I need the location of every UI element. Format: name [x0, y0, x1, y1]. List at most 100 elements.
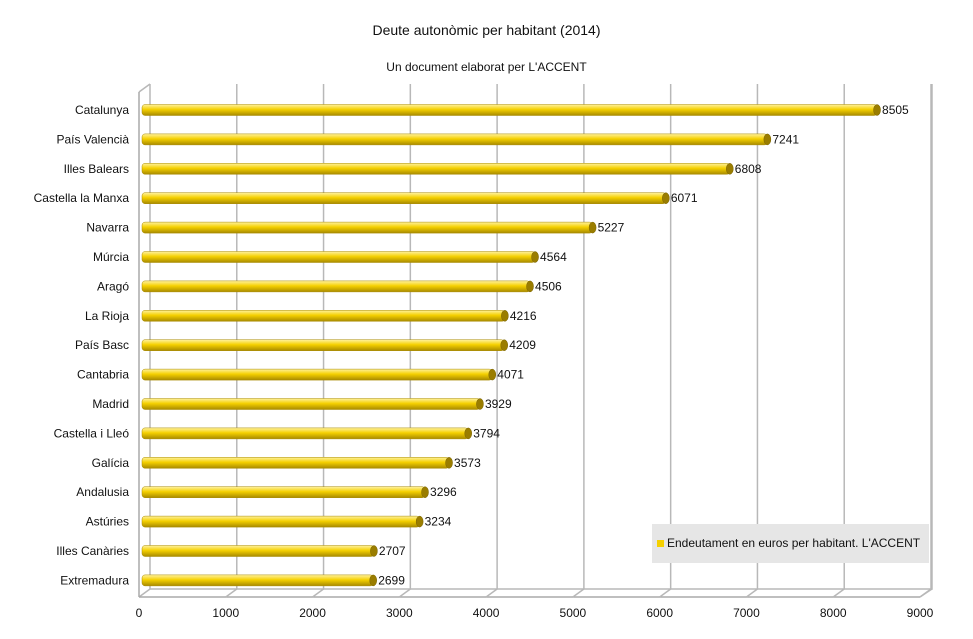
bar-group — [141, 133, 772, 146]
gridline-floor — [832, 588, 845, 598]
bar-cap — [526, 280, 534, 293]
bar — [141, 251, 536, 263]
bar-cap — [726, 163, 734, 175]
category-label: Illes Balears — [64, 162, 129, 176]
data-label: 5227 — [598, 221, 625, 235]
data-label: 3794 — [473, 426, 500, 440]
category-label: País Valencià — [57, 132, 130, 146]
x-tick-label: 3000 — [386, 606, 413, 620]
data-label: 7241 — [772, 132, 799, 146]
legend-layer: Endeutament en euros per habitant. L'ACC… — [652, 524, 929, 563]
category-label: Astúries — [86, 515, 129, 529]
bar — [141, 163, 731, 175]
bar-cap — [445, 457, 453, 469]
bar — [141, 515, 420, 528]
data-label: 2699 — [378, 573, 405, 587]
category-label: Extremadura — [60, 573, 129, 587]
x-tick-label: 2000 — [299, 606, 326, 620]
category-label: Múrcia — [93, 250, 129, 264]
data-label: 4216 — [510, 309, 537, 323]
gridline-floor — [659, 588, 672, 598]
data-label: 4209 — [509, 338, 536, 352]
bar-group — [141, 251, 539, 263]
legend-box — [652, 524, 929, 563]
x-tick-label: 7000 — [733, 606, 760, 620]
category-label: Castella la Manxa — [34, 191, 130, 205]
bar-cap — [415, 515, 424, 528]
bar-group — [141, 515, 424, 528]
bar — [141, 339, 505, 351]
data-label: 3296 — [430, 485, 457, 499]
gridline-floor — [225, 588, 238, 598]
x-tick-label: 9000 — [907, 606, 934, 620]
bar-group — [141, 310, 509, 322]
bar — [141, 398, 481, 410]
data-label: 6071 — [671, 191, 698, 205]
category-label: Castella i Lleó — [54, 426, 130, 440]
bar — [141, 310, 506, 322]
bar-cap — [588, 221, 597, 234]
bar-group — [141, 163, 734, 175]
bar-cap — [464, 427, 472, 440]
x-tick-label: 6000 — [646, 606, 673, 620]
bar-cap — [421, 486, 429, 498]
x-tick-label: 5000 — [560, 606, 587, 620]
bar-group — [141, 574, 377, 587]
data-label: 2707 — [379, 544, 406, 558]
legend-swatch — [657, 540, 664, 547]
bar — [141, 104, 878, 116]
x-tick-label: 1000 — [212, 606, 239, 620]
bar-cap — [662, 192, 670, 204]
bar-cap — [488, 368, 497, 381]
bar — [141, 574, 374, 587]
bar-cap — [873, 104, 881, 116]
data-label: 3573 — [454, 456, 481, 470]
bar-cap — [476, 398, 484, 410]
gridline-floor — [572, 588, 585, 598]
bar — [141, 192, 667, 204]
data-label: 3929 — [485, 397, 512, 411]
gridline-floor — [312, 588, 324, 598]
bar-cap — [501, 310, 509, 322]
bar — [141, 486, 426, 498]
legend-label: Endeutament en euros per habitant. L'ACC… — [667, 536, 921, 550]
bar-group — [141, 104, 881, 116]
category-label: Navarra — [86, 221, 129, 235]
category-label: Andalusia — [76, 485, 129, 499]
x-tick-label: 8000 — [820, 606, 847, 620]
bar-cap — [369, 574, 377, 587]
bar-cap — [370, 545, 378, 557]
bar — [141, 457, 450, 469]
bar — [141, 368, 493, 381]
bar-cap — [763, 133, 772, 146]
data-label: 6808 — [735, 162, 762, 176]
data-label: 4071 — [497, 368, 524, 382]
bar — [141, 545, 375, 557]
bar-group — [141, 192, 670, 204]
category-label: Illes Canàries — [56, 544, 129, 558]
data-label: 4564 — [540, 250, 567, 264]
data-label: 4506 — [535, 279, 562, 293]
chart-subtitle: Un document elaborat per L'ACCENT — [386, 60, 587, 74]
bar-group — [141, 457, 453, 469]
category-label: Aragó — [97, 279, 129, 293]
bar-group — [141, 221, 597, 234]
gridline-floor — [746, 588, 758, 598]
back-wall — [149, 84, 933, 590]
bar — [141, 427, 469, 440]
category-label: Galícia — [92, 456, 130, 470]
bar-cap — [531, 251, 539, 263]
category-label: Cantabria — [77, 368, 129, 382]
bar-layer — [141, 104, 881, 587]
bar-group — [141, 280, 534, 293]
data-label: 3234 — [425, 515, 452, 529]
bar-group — [141, 427, 472, 440]
bar-group — [141, 545, 378, 557]
category-label: Catalunya — [75, 103, 129, 117]
bar — [141, 133, 768, 146]
category-label: La Rioja — [85, 309, 129, 323]
gridline-floor — [398, 588, 411, 598]
bar — [141, 280, 531, 293]
